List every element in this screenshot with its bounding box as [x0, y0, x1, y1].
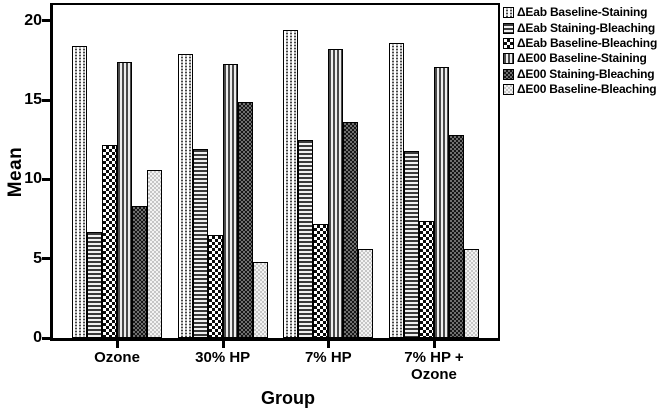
legend-item: ΔE00 Baseline-Bleaching: [503, 82, 657, 97]
x-tick-mark: [327, 341, 331, 348]
y-tick-mark: [42, 336, 50, 340]
legend-item: ΔE00 Baseline-Staining: [503, 51, 657, 66]
y-tick-label: 0: [33, 329, 42, 346]
legend-label: ΔE00 Baseline-Bleaching: [517, 82, 657, 97]
bar-checkerboard: [102, 144, 117, 338]
bar-dark-checker: [132, 206, 147, 338]
bar-light-checker: [463, 249, 479, 338]
legend-item: ΔEab Baseline-Bleaching: [503, 36, 657, 51]
legend: ΔEab Baseline-Staining ΔEab Staining-Blea…: [503, 5, 657, 97]
legend-item: ΔE00 Staining-Bleaching: [503, 67, 657, 82]
legend-swatch-light-checker: [503, 84, 514, 96]
y-tick-mark: [42, 19, 50, 23]
bar-dark-checker: [343, 122, 359, 338]
bar-light-checker: [147, 169, 162, 338]
y-tick-label: 20: [24, 11, 42, 29]
legend-item: ΔEab Staining-Bleaching: [503, 20, 657, 35]
x-tick-mark: [432, 341, 436, 348]
y-tick-mark: [42, 177, 50, 181]
legend-swatch-dark-checker: [503, 68, 514, 80]
y-tick-label: 10: [24, 170, 42, 188]
bar-fine-dots: [388, 43, 404, 338]
x-category-label: 7% HP: [304, 349, 352, 366]
bar-fine-dots: [283, 30, 299, 338]
bar-vertical-lines: [433, 66, 449, 338]
legend-swatch-vertical-lines: [503, 53, 514, 65]
x-category-label: Ozone: [94, 349, 140, 366]
bar-checkerboard: [418, 220, 434, 338]
y-tick-mark: [42, 98, 50, 102]
bar-dark-checker: [237, 101, 253, 338]
bar-checkerboard: [207, 234, 223, 338]
bar-horizontal-lines: [192, 149, 208, 338]
legend-item: ΔEab Baseline-Staining: [503, 5, 657, 20]
bar-group-7-hp-ozone: [388, 5, 479, 348]
legend-label: ΔEab Staining-Bleaching: [517, 20, 656, 35]
y-tick-label: 5: [33, 249, 42, 267]
legend-label: ΔEab Baseline-Bleaching: [517, 35, 658, 50]
legend-label: ΔE00 Baseline-Staining: [517, 51, 647, 66]
bar-fine-dots: [177, 54, 193, 338]
bar-horizontal-lines: [87, 231, 102, 338]
bar-group-30-hp: [177, 5, 268, 348]
legend-label: ΔE00 Staining-Bleaching: [517, 66, 655, 81]
x-axis-category-labels: Ozone 30% HP 7% HP 7% HP + Ozone: [53, 349, 498, 383]
bar-group-ozone: [72, 5, 162, 348]
x-axis-title: Group: [261, 388, 315, 408]
x-category-label: 30% HP: [195, 349, 251, 366]
y-tick-mark: [42, 257, 50, 261]
bar-horizontal-lines: [298, 139, 314, 338]
bar-group-7-hp: [283, 5, 374, 348]
legend-swatch-fine-dots: [503, 7, 514, 19]
legend-swatch-checkerboard: [503, 37, 514, 49]
bar-light-checker: [358, 249, 374, 338]
legend-swatch-horizontal-lines: [503, 22, 514, 34]
bars-layer: [53, 5, 498, 348]
x-category-label: 7% HP + Ozone: [404, 349, 464, 383]
plot-area: [50, 3, 500, 348]
bar-fine-dots: [72, 46, 87, 338]
bar-vertical-lines: [222, 63, 238, 338]
x-tick-mark: [116, 341, 119, 348]
bar-horizontal-lines: [403, 150, 419, 338]
bar-light-checker: [252, 261, 268, 338]
bar-checkerboard: [313, 223, 329, 338]
y-tick-label: 15: [24, 91, 42, 109]
bar-vertical-lines: [117, 62, 132, 338]
bar-vertical-lines: [328, 49, 344, 338]
legend-label: ΔEab Baseline-Staining: [517, 5, 648, 20]
bar-dark-checker: [448, 135, 464, 338]
x-tick-mark: [221, 341, 225, 348]
